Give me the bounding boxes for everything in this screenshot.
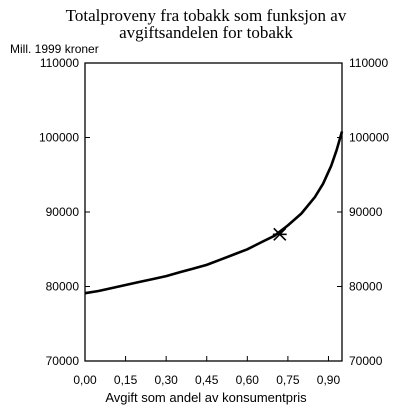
chart-title-line-2: avgiftsandelen for tobakk [119, 23, 293, 42]
y-tick-label-right: 100000 [349, 131, 389, 145]
y-tick-label-right: 70000 [349, 354, 383, 368]
series-line [84, 131, 344, 295]
x-tick-label: 0,15 [114, 373, 138, 387]
y-tick-labels-right: 70000 80000 90000 100000 110000 [349, 56, 389, 368]
x-tick-label: 0,75 [276, 373, 300, 387]
asterisk-marker [272, 227, 287, 241]
y-tick-label-left: 70000 [46, 354, 80, 368]
y-tick-label-right: 110000 [349, 56, 388, 70]
y-tick-labels-left: 70000 80000 90000 100000 110000 [39, 56, 79, 368]
x-axis-label: Avgift som andel av konsumentpris [105, 390, 307, 405]
y-tick-label-right: 90000 [349, 205, 383, 219]
x-tick-label: 0,45 [195, 373, 219, 387]
y-tick-label-left: 110000 [40, 56, 79, 70]
x-tick-label: 0,30 [154, 373, 178, 387]
chart-title-line-1: Totalproveny fra tobakk som funksjon av [66, 6, 347, 25]
x-tick-label: 0,00 [73, 373, 97, 387]
x-tick-label: 0,90 [317, 373, 341, 387]
y-tick-label-left: 80000 [46, 280, 80, 294]
y-axis-label: Mill. 1999 kroner [10, 42, 99, 56]
x-tick-labels: 0,00 0,15 0,30 0,45 0,60 0,75 0,90 [73, 373, 340, 387]
y-tick-label-left: 90000 [46, 205, 80, 219]
y-tick-label-left: 100000 [39, 131, 79, 145]
x-tick-label: 0,60 [236, 373, 260, 387]
y-tick-label-right: 80000 [349, 280, 383, 294]
